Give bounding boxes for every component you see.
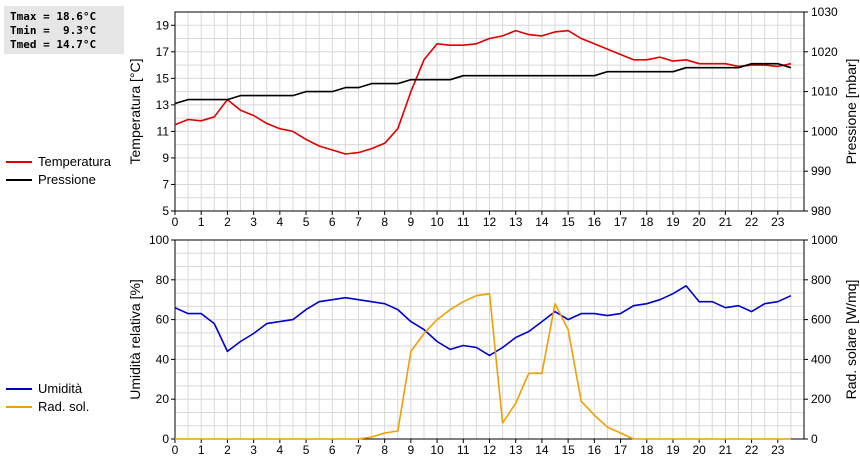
chart1-y-tick-label: 15 [156,71,170,85]
chart1-x-tick-label: 18 [640,215,654,229]
chart2-x-tick-label: 3 [250,443,257,457]
tmax-readout: Tmax = 18.6°C [10,10,97,23]
chart2-y-tick-label: 80 [156,273,170,287]
chart2-x-tick-label: 0 [172,443,179,457]
chart2-x-tick-label: 7 [355,443,362,457]
chart1-x-tick-label: 17 [614,215,628,229]
chart1-x-tick-label: 22 [745,215,759,229]
tmed-readout: Tmed = 14.7°C [10,38,97,51]
chart1-y-tick-label: 9 [162,151,169,165]
chart1-x-tick-label: 2 [224,215,231,229]
chart1-x-tick-label: 16 [588,215,602,229]
chart1-x-tick-label: 23 [771,215,785,229]
chart2-x-tick-label: 21 [719,443,733,457]
chart1-x-tick-label: 3 [250,215,257,229]
chart1-y2-axis-label: Pressione [mbar] [843,59,859,165]
chart1-series-1-line [174,29,792,155]
chart2-series-2-line [175,292,791,440]
chart2-y-tick-label: 40 [156,352,170,366]
chart1-series-2-line [174,62,792,105]
chart2-y-tick-label: 20 [156,392,170,406]
chart2-y2-tick-label: 600 [811,313,831,327]
chart1-y2-tick-label: 980 [811,204,831,218]
chart1-x-tick-label: 14 [535,215,549,229]
chart1-x-tick-label: 19 [666,215,680,229]
chart1-legend-label-1: Temperatura [38,154,112,169]
chart1-x-tick-label: 6 [329,215,336,229]
chart1-x-tick-label: 5 [303,215,310,229]
chart1-y2-tick-label: 990 [811,164,831,178]
chart2-x-tick-label: 15 [561,443,575,457]
tmin-readout: Tmin = 9.3°C [10,24,97,37]
chart1-y-tick-label: 7 [162,177,169,191]
chart2-y2-tick-label: 400 [811,352,831,366]
chart2-x-tick-label: 10 [430,443,444,457]
chart2-x-tick-label: 2 [224,443,231,457]
chart1-y2-tick-label: 1000 [811,124,838,138]
stats-box: Tmax = 18.6°C Tmin = 9.3°C Tmed = 14.7°C [4,6,124,54]
chart1-y2-tick-label: 1010 [811,85,838,99]
chart1-y-axis-label: Temperatura [°C] [127,59,143,165]
chart2-x-tick-label: 11 [457,443,470,457]
chart1-y-tick-label: 5 [162,204,169,218]
chart2-x-tick-label: 13 [509,443,523,457]
chart2-x-tick-label: 4 [276,443,283,457]
chart2-x-tick-label: 16 [588,443,602,457]
chart1-x-tick-label: 11 [457,215,470,229]
chart2-x-tick-label: 18 [640,443,654,457]
chart1-y2-tick-label: 1020 [811,45,838,59]
chart1-x-tick-label: 10 [430,215,444,229]
chart1-x-tick-label: 1 [198,215,205,229]
chart1-x-tick-label: 12 [483,215,497,229]
chart1-x-tick-label: 15 [561,215,575,229]
chart2-x-tick-label: 22 [745,443,759,457]
chart2-y2-tick-label: 200 [811,392,831,406]
chart2-x-tick-label: 5 [303,443,310,457]
chart2-x-tick-label: 19 [666,443,680,457]
chart2-y-tick-label: 0 [162,432,169,446]
chart2-y-tick-label: 100 [149,233,169,247]
chart1-y-tick-label: 19 [156,18,170,32]
chart2-series-1-line [174,284,792,357]
chart2-x-tick-label: 8 [381,443,388,457]
chart2-x-tick-label: 9 [408,443,415,457]
chart2-x-tick-label: 17 [614,443,628,457]
chart1-y-tick-label: 17 [156,45,170,59]
chart1-x-tick-label: 20 [692,215,706,229]
chart2-x-tick-label: 1 [198,443,205,457]
chart1-x-tick-label: 9 [408,215,415,229]
chart2-y2-tick-label: 800 [811,273,831,287]
chart1-x-tick-label: 7 [355,215,362,229]
chart1-x-tick-label: 21 [719,215,733,229]
chart2-y2-axis-label: Rad. solare [W/mq] [843,280,859,400]
chart2-x-tick-label: 12 [483,443,497,457]
chart1-x-tick-label: 13 [509,215,523,229]
chart2-x-tick-label: 14 [535,443,549,457]
chart2-x-tick-label: 6 [329,443,336,457]
chart2-y2-tick-label: 1000 [811,233,838,247]
chart1-y2-tick-label: 1030 [811,5,838,19]
chart1-x-tick-label: 4 [276,215,283,229]
chart2-y-axis-label: Umidità relativa [%] [127,279,143,400]
chart1-y-tick-label: 11 [157,124,170,138]
chart2-x-tick-label: 20 [692,443,706,457]
chart2-x-tick-label: 23 [771,443,785,457]
chart2-legend-label-2: Rad. sol. [38,399,89,414]
chart1-y-tick-label: 13 [156,98,170,112]
chart1-x-tick-label: 0 [172,215,179,229]
chart1-legend-label-2: Pressione [38,172,96,187]
chart1-x-tick-label: 8 [381,215,388,229]
chart2-y2-tick-label: 0 [811,432,818,446]
chart2-legend-label-1: Umidità [38,381,83,396]
chart2-y-tick-label: 60 [156,313,170,327]
